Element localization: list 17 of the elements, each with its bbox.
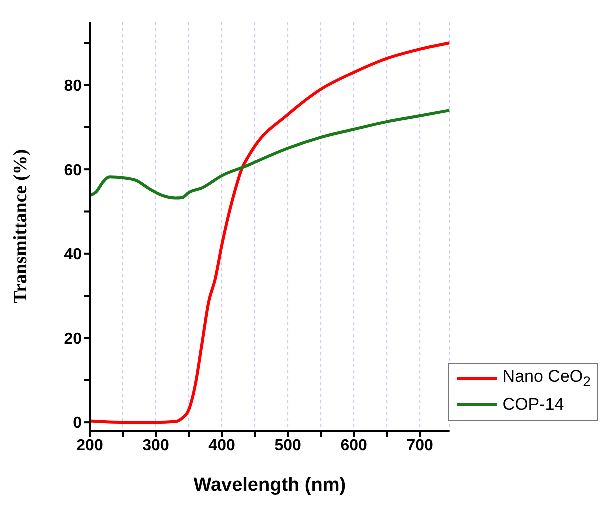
x-tick-label: 300 (142, 437, 170, 454)
y-tick-label: 40 (64, 246, 82, 264)
legend-label: Nano CeO$_{2}$ (502, 367, 591, 391)
x-tick-label: 200 (76, 437, 104, 454)
x-tick-label: 700 (406, 437, 434, 454)
x-tick-label: 400 (208, 437, 236, 454)
y-tick-label: 20 (64, 330, 82, 348)
x-tick-label: 500 (274, 437, 302, 454)
line-series (90, 109, 450, 200)
line-series (90, 42, 450, 424)
x-tick-label: 600 (340, 437, 368, 454)
legend-label: COP-14 (502, 395, 564, 415)
y-tick-label: 0 (73, 415, 82, 432)
y-tick-label: 60 (64, 162, 82, 180)
x-axis-title: Wavelength (nm) (194, 475, 346, 496)
y-axis-title: Transmittance (%) (10, 149, 32, 304)
y-tick-label: 80 (64, 78, 82, 95)
